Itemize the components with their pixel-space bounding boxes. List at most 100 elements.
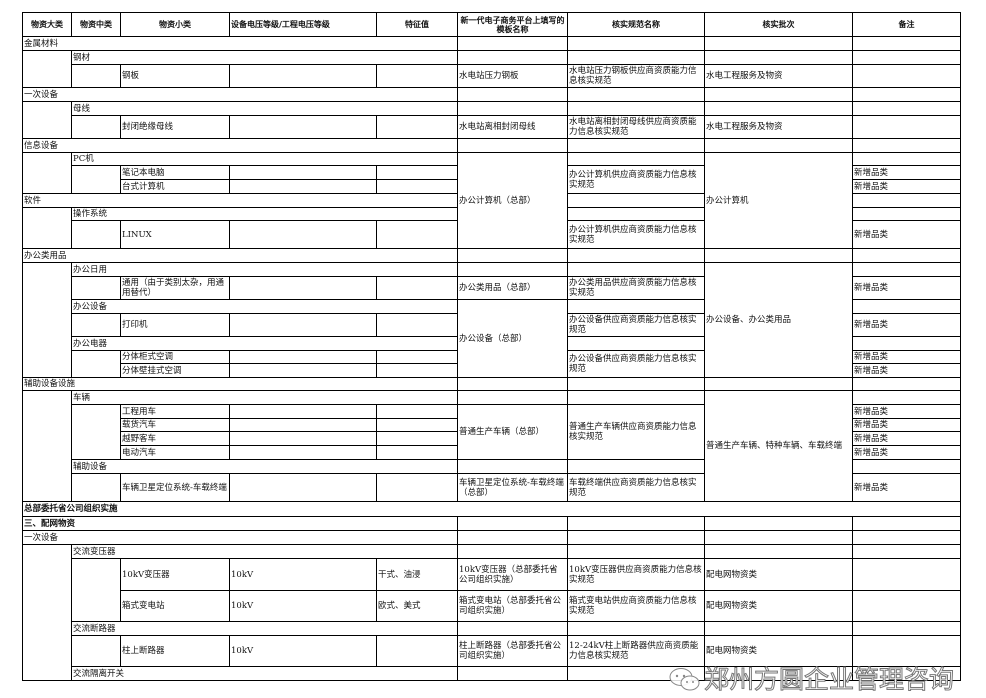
note-cell: 新增品类 (852, 276, 961, 300)
note-cell: 新增品类 (852, 220, 961, 249)
sub-category-cell: 电动汽车 (120, 445, 230, 460)
spec-cell: 办公计算机供应商资质能力信息核实规范 (567, 220, 705, 249)
table-row: 交流隔离开关 (23, 666, 961, 681)
col-header: 物资大类 (22, 12, 72, 37)
mid-category-cell: 办公电器 (71, 336, 458, 351)
table-row: 分体柜式空调 办公设备供应商资质能力信息核实规范 新增品类 (23, 350, 961, 378)
batch-cell: 配电网物资类 (704, 635, 853, 667)
spec-cell: 12-24kV柱上断路器供应商资质能力信息核实规范 (567, 635, 705, 667)
col-header: 核实批次 (704, 12, 853, 37)
note-cell: 新增品类 (852, 473, 961, 502)
table-row: 通用（由于类别太杂，用通用替代） 办公类用品（总部） 办公类用品供应商资质能力信息核… (23, 276, 961, 300)
sub-category-cell: 工程用车 (120, 404, 230, 419)
batch-cell: 办公计算机 (704, 152, 853, 249)
mid-category-cell: 交流断路器 (71, 621, 458, 636)
col-header: 物资中类 (71, 12, 121, 37)
spec-cell: 水电站离相封闭母线供应商资质能力信息核实规范 (567, 115, 705, 139)
table-row: 封闭绝缘母线 水电站离相封闭母线 水电站离相封闭母线供应商资质能力信息核实规范 水电工… (23, 115, 961, 139)
section-heading: 总部委托省公司组织实施 (22, 501, 961, 517)
table-row: 办公日用 办公设备、办公类用品 (22, 262, 961, 378)
mid-category-cell: 母线 (71, 101, 458, 116)
template-cell: 箱式变电站（总部委托省公司组织实施） (457, 590, 568, 622)
table-row: 电动汽车 新增品类 (23, 445, 961, 460)
col-header: 设备电压等级/工程电压等级 (229, 12, 377, 37)
spec-cell: 办公计算机供应商资质能力信息核实规范 (567, 165, 705, 194)
section-heading: 三、配网物资 (22, 516, 458, 531)
table-row: 总部委托省公司组织实施 (22, 501, 961, 517)
template-cell: 车辆卫星定位系统-车载终端（总部） (457, 473, 568, 502)
category-cell: 软件 (22, 193, 458, 208)
table-row: 分体壁挂式空调 新增品类 (23, 363, 961, 378)
table-row: 工程用车 普通生产车辆（总部） 普通生产车辆供应商资质能力信息核实规范 新增品类 (23, 404, 961, 460)
table-row: 箱式变电站 10kV 欧式、美式 箱式变电站（总部委托省公司组织实施） 箱式变电站供应商… (23, 590, 961, 622)
spec-cell: 水电站压力钢板供应商资质能力信息核实规范 (567, 64, 705, 88)
template-cell: 柱上断路器（总部委托省公司组织实施） (457, 635, 568, 667)
voltage-cell: 10kV (229, 635, 377, 667)
sub-category-cell: 10kV变压器 (120, 558, 230, 591)
spec-cell: 箱式变电站供应商资质能力信息核实规范 (567, 590, 705, 622)
col-header: 特征值 (376, 12, 458, 37)
table-row: 办公电器 (23, 336, 961, 351)
sub-category-cell: 分体柜式空调 (120, 350, 230, 364)
batch-cell: 水电工程服务及物资 (704, 115, 853, 139)
note-cell: 新增品类 (852, 445, 961, 460)
template-cell: 普通生产车辆（总部） (457, 404, 568, 460)
category-cell: 一次设备 (22, 87, 458, 102)
note-cell: 新增品类 (852, 179, 961, 194)
spec-cell: 普通生产车辆供应商资质能力信息核实规范 (567, 404, 705, 460)
batch-cell: 普通生产车辆、特种车辆、车载终端 (704, 390, 853, 502)
sub-category-cell: 笔记本电脑 (120, 165, 230, 180)
batch-cell: 水电工程服务及物资 (704, 64, 853, 88)
spec-cell: 车载终端供应商资质能力信息核实规范 (567, 473, 705, 502)
category-cell: 信息设备 (22, 138, 458, 153)
note-cell: 新增品类 (852, 418, 961, 432)
feature-cell: 干式、油浸 (376, 558, 458, 591)
table-row: 一次设备 (22, 530, 961, 545)
table-row: 信息设备 (22, 138, 961, 153)
template-cell: 水电站压力钢板 (457, 64, 568, 88)
mid-category-cell: PC机 (71, 152, 458, 166)
category-cell: 一次设备 (22, 530, 458, 545)
table-row: 母线 (22, 101, 961, 139)
table-row: 金属材料 (22, 36, 961, 51)
mid-category-cell: 操作系统 (71, 207, 458, 221)
sub-category-cell: 打印机 (120, 313, 230, 337)
table-row: 越野客车 新增品类 (23, 431, 961, 446)
sub-category-cell: 钢板 (120, 64, 230, 88)
sub-category-cell: 台式计算机 (120, 179, 230, 194)
note-cell: 新增品类 (852, 350, 961, 364)
spec-cell: 10kV变压器供应商资质能力信息核实规范 (567, 558, 705, 591)
sub-category-cell: 车辆卫星定位系统-车载终端 (120, 473, 230, 502)
table-row: 办公类用品 (22, 248, 961, 263)
template-cell: 办公类用品（总部） (457, 276, 568, 300)
sub-category-cell: 封闭绝缘母线 (120, 115, 230, 139)
table-row: 一次设备 (22, 87, 961, 102)
table-row: 交流变压器 (22, 544, 961, 681)
table-row: 三、配网物资 (22, 516, 961, 531)
feature-cell: 欧式、美式 (376, 590, 458, 622)
materials-table: 物资大类 物资中类 物资小类 设备电压等级/工程电压等级 特征值 新一代电子商务… (22, 12, 961, 681)
sub-category-cell: 分体壁挂式空调 (120, 363, 230, 378)
table-row: 钢板 水电站压力钢板 水电站压力钢板供应商资质能力信息核实规范 水电工程服务及物资 (23, 64, 961, 88)
col-header: 核实规范名称 (567, 12, 705, 37)
sub-category-cell: 箱式变电站 (120, 590, 230, 622)
note-cell: 新增品类 (852, 363, 961, 378)
table-row: 交流断路器 (23, 621, 961, 636)
mid-category-cell: 交流隔离开关 (71, 666, 458, 681)
category-cell: 办公类用品 (22, 248, 458, 263)
table-row: 钢材 (22, 50, 961, 88)
col-header: 新一代电子商务平台上填写的模板名称 (457, 12, 568, 37)
category-cell: 金属材料 (22, 36, 458, 51)
table-row: LINUX 办公计算机供应商资质能力信息核实规范 新增品类 (23, 220, 961, 249)
spec-cell: 办公设备供应商资质能力信息核实规范 (567, 313, 705, 337)
voltage-cell: 10kV (229, 558, 377, 591)
sub-category-cell: 通用（由于类别太杂，用通用替代） (120, 276, 230, 300)
sub-category-cell: 载货汽车 (120, 418, 230, 432)
template-cell: 10kV变压器（总部委托省公司组织实施） (457, 558, 568, 591)
table-row: PC机 办公计算机（总部） 办公计算机 (22, 152, 961, 249)
table-row: 办公设备 办公设备（总部） (23, 299, 961, 378)
mid-category-cell: 办公日用 (71, 262, 458, 277)
template-cell: 水电站离相封闭母线 (457, 115, 568, 139)
voltage-cell: 10kV (229, 590, 377, 622)
batch-cell: 办公设备、办公类用品 (704, 262, 853, 378)
